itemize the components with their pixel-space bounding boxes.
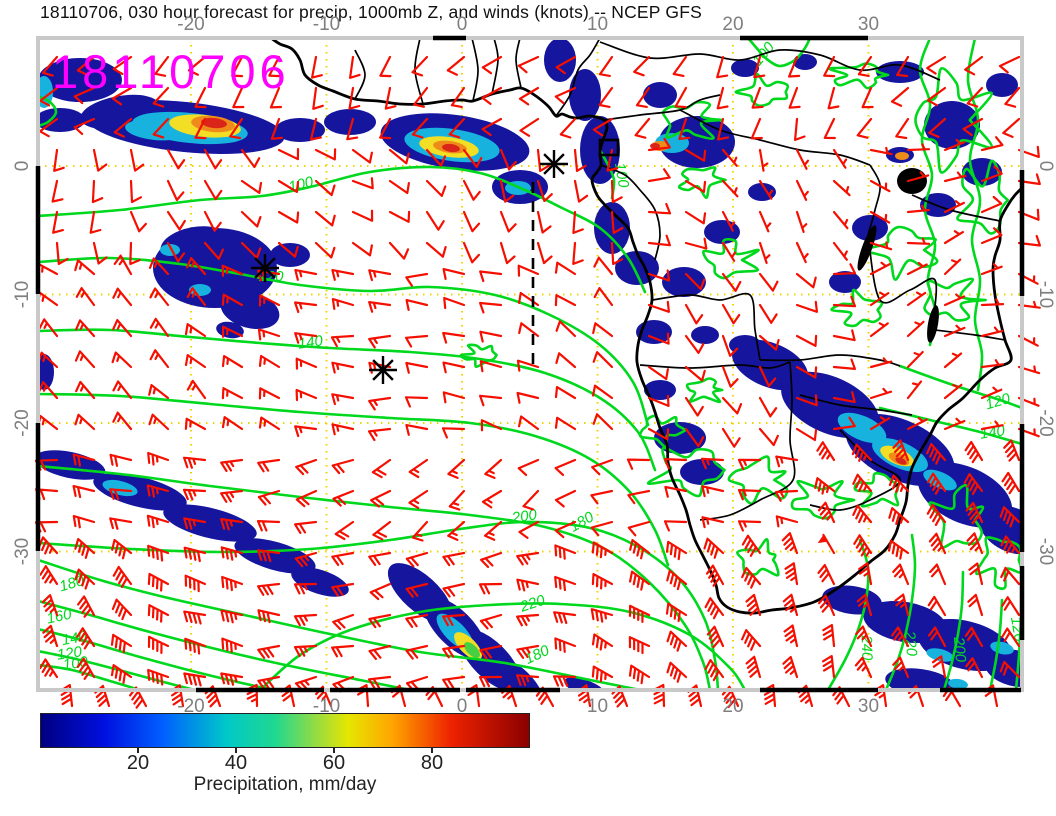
wind-barbs — [34, 55, 1041, 709]
svg-text:200: 200 — [950, 635, 969, 663]
svg-text:-20: -20 — [177, 696, 204, 717]
svg-text:120: 120 — [1007, 615, 1028, 643]
svg-text:30: 30 — [858, 696, 879, 717]
svg-text:100: 100 — [287, 173, 316, 196]
svg-text:0: 0 — [457, 696, 468, 717]
page-title: 18110706, 030 hour forecast for precip, … — [40, 2, 703, 22]
svg-text:10: 10 — [587, 14, 608, 35]
svg-text:20: 20 — [722, 696, 743, 717]
svg-text:0: 0 — [1035, 161, 1056, 172]
svg-text:120: 120 — [56, 643, 84, 663]
svg-text:-10: -10 — [1035, 281, 1056, 308]
svg-text:-20: -20 — [1035, 409, 1056, 436]
svg-text:-30: -30 — [1035, 538, 1056, 565]
svg-text:-20: -20 — [12, 409, 33, 436]
svg-text:220: 220 — [517, 592, 548, 616]
svg-text:200: 200 — [510, 506, 539, 527]
init-date-stamp: 18110706 — [52, 45, 290, 98]
svg-text:140: 140 — [297, 332, 325, 352]
svg-text:180: 180 — [567, 508, 598, 536]
svg-text:220: 220 — [901, 629, 920, 657]
svg-text:0: 0 — [457, 14, 468, 35]
storm-markers — [251, 138, 620, 384]
svg-text:30: 30 — [858, 14, 879, 35]
svg-text:240: 240 — [858, 634, 876, 661]
axis-labels: -20 -20 -10 -10 0 0 10 10 20 20 30 30 0 0 -10 -10 -20 -20… — [12, 14, 1056, 717]
svg-text:-10: -10 — [313, 14, 340, 35]
svg-text:-10: -10 — [313, 696, 340, 717]
height-contours — [38, 38, 1022, 690]
svg-text:-10: -10 — [12, 281, 33, 308]
svg-text:-20: -20 — [177, 14, 204, 35]
frame-zebra — [35, 35, 1025, 693]
svg-text:20: 20 — [722, 14, 743, 35]
svg-text:0: 0 — [12, 161, 33, 172]
svg-text:10: 10 — [587, 696, 608, 717]
svg-text:-30: -30 — [12, 538, 33, 565]
svg-text:120: 120 — [983, 390, 1012, 413]
coastlines-borders — [270, 38, 1022, 615]
